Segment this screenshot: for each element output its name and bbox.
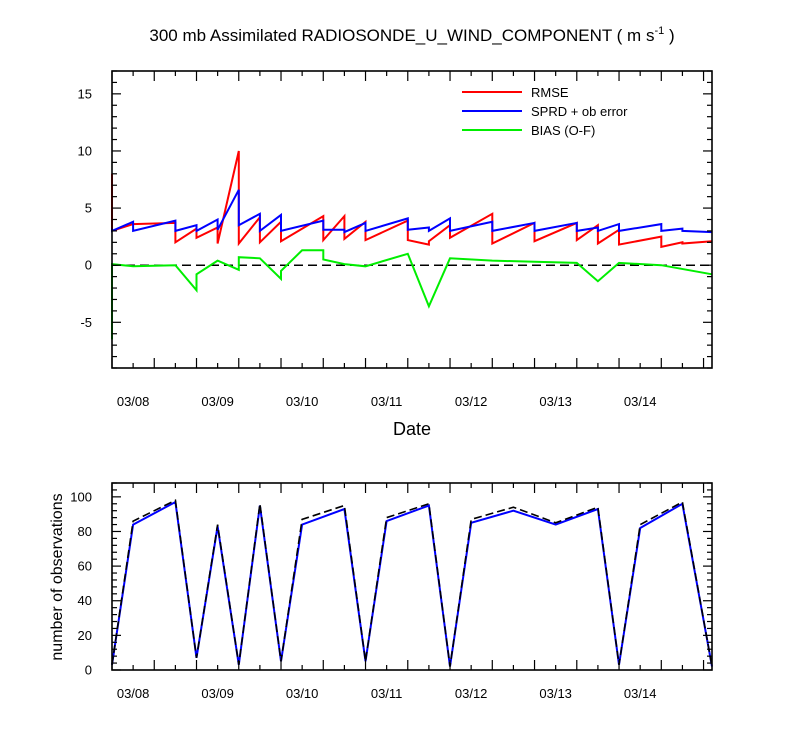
top-y-tick-label: 5 [85, 201, 92, 216]
chart-title: 300 mb Assimilated RADIOSONDE_U_WIND_COM… [149, 25, 674, 45]
bottom-x-tick-label: 03/13 [539, 686, 572, 701]
legend-label-bias-o-f: BIAS (O-F) [531, 123, 595, 138]
bottom-plot-frame [111, 482, 713, 671]
top-y-tick-label: 15 [78, 86, 92, 101]
bottom-series-observations-total-line [111, 499, 713, 667]
chart-title-main: 300 mb Assimilated RADIOSONDE_U_WIND_COM… [149, 26, 654, 45]
bottom-x-tick-label: 03/12 [455, 686, 488, 701]
bottom-y-axis-title: number of observations [49, 493, 66, 660]
top-x-tick-label: 03/13 [539, 394, 572, 409]
bottom-y-tick-label: 40 [78, 593, 92, 608]
top-panel: RMSE SPRD + ob error BIAS (O-F) -5 0 5 10 15 03… [78, 70, 713, 439]
top-x-tick-label: 03/12 [455, 394, 488, 409]
top-x-tick-label: 03/09 [201, 394, 234, 409]
top-x-tick-label: 03/08 [117, 394, 150, 409]
bottom-x-tick-label: 03/10 [286, 686, 319, 701]
top-y-tick-label: 10 [78, 143, 92, 158]
legend-label-sprd-ob-error: SPRD + ob error [531, 104, 628, 119]
chart-title-superscript: -1 [654, 25, 664, 37]
top-y-tick-label: 0 [85, 258, 92, 273]
bottom-y-tick-label: 60 [78, 559, 92, 574]
bottom-y-tick-label: 100 [70, 489, 92, 504]
top-plot-area [111, 150, 713, 340]
chart-title-end: ) [664, 26, 674, 45]
bottom-x-tick-label: 03/14 [624, 686, 657, 701]
top-x-axis-title: Date [393, 419, 431, 439]
bottom-y-tick-label: 0 [85, 663, 92, 678]
bottom-x-tick-label: 03/11 [371, 686, 403, 701]
top-axes: -5 0 5 10 15 03/08 03/09 03/10 03/11 03/12 03/13 03… [78, 70, 712, 409]
legend-label-rmse: RMSE [531, 85, 569, 100]
bottom-panel: 0 20 40 60 80 100 03/08 03/09 03/10 03/11 03/12 03/… [49, 482, 713, 701]
bottom-x-tick-label: 03/09 [201, 686, 234, 701]
bottom-y-tick-label: 20 [78, 628, 92, 643]
bottom-y-tick-label: 80 [78, 524, 92, 539]
bottom-axes: 0 20 40 60 80 100 03/08 03/09 03/10 03/11 03/12 03/… [70, 482, 712, 701]
bottom-x-tick-label: 03/08 [117, 686, 150, 701]
top-legend: RMSE SPRD + ob error BIAS (O-F) [462, 85, 628, 138]
top-y-tick-label: -5 [80, 315, 92, 330]
bottom-plot-area [111, 499, 713, 667]
top-series-bias-o-f-line [111, 249, 713, 340]
top-x-tick-label: 03/14 [624, 394, 657, 409]
top-x-tick-label: 03/11 [371, 394, 403, 409]
top-series-rmse-line [111, 150, 713, 249]
top-series-sprd-ob-error-line [111, 189, 713, 234]
top-x-tick-label: 03/10 [286, 394, 319, 409]
